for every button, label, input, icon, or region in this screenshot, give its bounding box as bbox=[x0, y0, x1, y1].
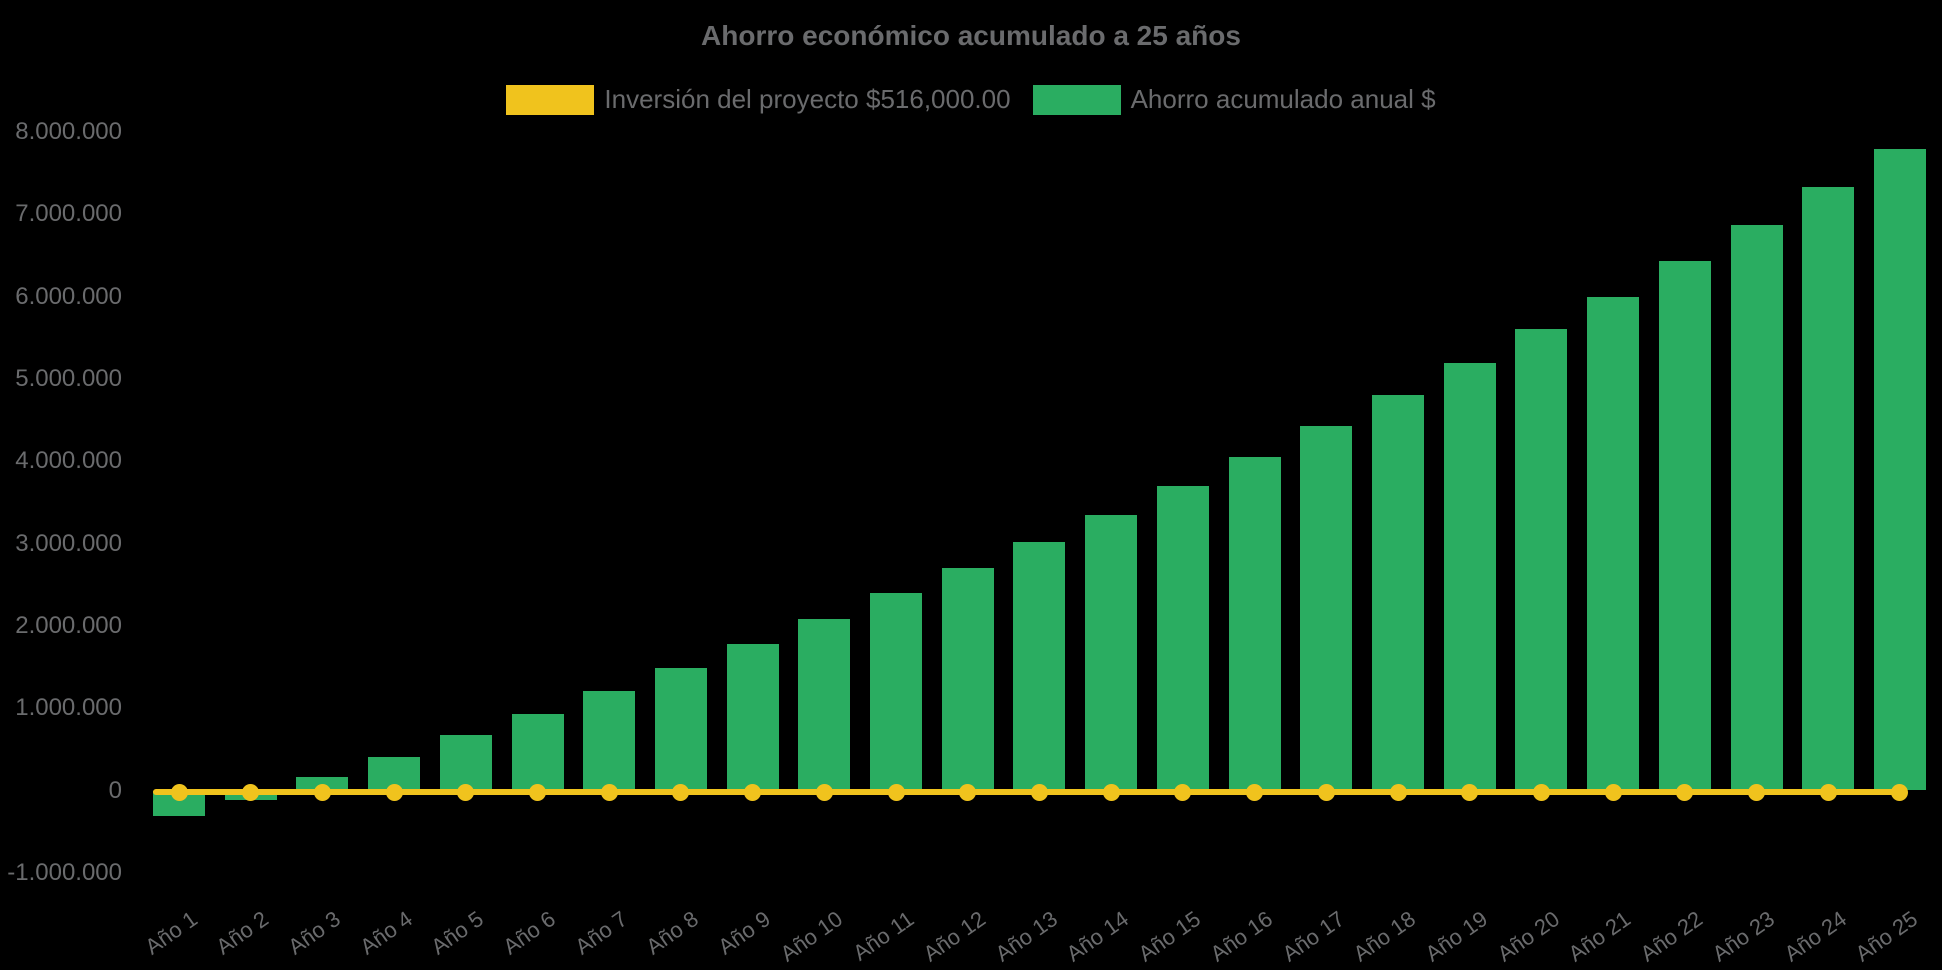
y-tick-label: 6.000.000 bbox=[15, 282, 122, 310]
x-tick-label: Año 14 bbox=[1062, 906, 1134, 967]
investment-line-marker bbox=[815, 783, 833, 801]
x-tick-label: Año 3 bbox=[283, 906, 345, 960]
y-tick-label: 5.000.000 bbox=[15, 365, 122, 392]
x-tick-label: Año 7 bbox=[570, 906, 632, 960]
x-tick-label: Año 15 bbox=[1133, 906, 1206, 967]
x-tick-label: Año 23 bbox=[1707, 906, 1779, 967]
savings-bar-año-24 bbox=[1802, 187, 1855, 791]
x-tick-label: Año 25 bbox=[1850, 906, 1923, 967]
savings-bar-año-18 bbox=[1372, 395, 1425, 791]
y-tick-label: 3.000.000 bbox=[15, 529, 122, 557]
investment-line-marker bbox=[1604, 783, 1622, 801]
investment-line-marker bbox=[529, 783, 547, 801]
y-tick-label: 8.000.000 bbox=[15, 118, 122, 146]
investment-line-marker bbox=[744, 783, 762, 801]
savings-bar-año-25 bbox=[1873, 149, 1926, 791]
legend-label-savings: Ahorro acumulado anual $ bbox=[1130, 84, 1436, 114]
savings-bar-año-9 bbox=[726, 644, 779, 791]
x-tick-label: Año 19 bbox=[1420, 906, 1493, 967]
savings-bar-año-22 bbox=[1658, 261, 1711, 791]
investment-line-marker bbox=[672, 783, 690, 801]
investment-line bbox=[153, 789, 1906, 795]
x-tick-label: Año 1 bbox=[139, 906, 202, 960]
savings-bar-año-11 bbox=[870, 592, 923, 791]
investment-line-marker bbox=[313, 783, 331, 801]
investment-line-marker bbox=[1676, 783, 1694, 801]
y-tick-label: 2.000.000 bbox=[15, 611, 122, 639]
investment-line-marker bbox=[1819, 783, 1837, 801]
x-tick-label: Año 4 bbox=[355, 906, 417, 960]
savings-bar-año-21 bbox=[1587, 296, 1640, 791]
investment-line-marker bbox=[1891, 783, 1909, 801]
x-tick-label: Año 10 bbox=[775, 906, 847, 967]
y-tick-label: -1.000.000 bbox=[7, 858, 122, 886]
investment-line-marker bbox=[1102, 783, 1120, 801]
y-tick-label: 1.000.000 bbox=[15, 694, 122, 722]
savings-bar-año-10 bbox=[798, 619, 851, 791]
x-tick-label: Año 13 bbox=[990, 906, 1062, 967]
savings-bar-año-5 bbox=[439, 734, 492, 791]
x-tick-label: Año 12 bbox=[918, 906, 991, 967]
savings-bar-año-23 bbox=[1730, 225, 1783, 791]
investment-line-marker bbox=[457, 783, 475, 801]
investment-line-marker bbox=[170, 783, 188, 801]
y-tick-label: 4.000.000 bbox=[15, 447, 122, 475]
legend-item-investment[interactable]: Inversión del proyecto $516,000.00 bbox=[506, 84, 1011, 115]
savings-bar-año-13 bbox=[1013, 541, 1066, 791]
chart-title: Ahorro económico acumulado a 25 años bbox=[701, 20, 1241, 51]
investment-line-marker bbox=[1748, 783, 1766, 801]
savings-bar-año-20 bbox=[1515, 328, 1568, 791]
investment-line-marker bbox=[1030, 783, 1048, 801]
investment-line-marker bbox=[1317, 783, 1335, 801]
x-tick-label: Año 6 bbox=[498, 906, 560, 960]
investment-line-marker bbox=[600, 783, 618, 801]
x-tick-label: Año 22 bbox=[1635, 906, 1708, 967]
x-tick-label: Año 9 bbox=[713, 906, 776, 960]
savings-color-swatch bbox=[1032, 84, 1121, 115]
x-tick-label: Año 24 bbox=[1779, 906, 1851, 967]
y-tick-label: 7.000.000 bbox=[15, 200, 122, 228]
x-tick-label: Año 16 bbox=[1205, 906, 1277, 967]
x-tick-label: Año 20 bbox=[1492, 906, 1564, 967]
savings-bar-año-7 bbox=[583, 690, 636, 791]
savings-bar-año-14 bbox=[1085, 514, 1138, 791]
investment-line-marker bbox=[959, 783, 977, 801]
investment-line-marker bbox=[1389, 783, 1407, 801]
savings-bar-año-16 bbox=[1228, 457, 1281, 791]
savings-bar-año-17 bbox=[1300, 425, 1353, 791]
x-tick-label: Año 18 bbox=[1348, 906, 1421, 967]
investment-color-swatch bbox=[506, 84, 595, 115]
savings-bar-año-15 bbox=[1156, 485, 1209, 791]
legend-item-savings[interactable]: Ahorro acumulado anual $ bbox=[1032, 84, 1436, 115]
investment-line-marker bbox=[385, 783, 403, 801]
x-tick-label: Año 8 bbox=[641, 906, 704, 960]
legend-label-investment: Inversión del proyecto $516,000.00 bbox=[604, 84, 1011, 114]
x-tick-label: Año 2 bbox=[211, 906, 274, 960]
savings-bar-año-19 bbox=[1443, 363, 1496, 791]
savings-bar-año-12 bbox=[941, 568, 994, 791]
savings-bar-año-6 bbox=[511, 713, 564, 791]
investment-line-marker bbox=[1461, 783, 1479, 801]
x-tick-label: Año 11 bbox=[848, 906, 919, 966]
investment-line-marker bbox=[1532, 783, 1550, 801]
x-tick-label: Año 5 bbox=[426, 906, 489, 960]
investment-line-marker bbox=[1174, 783, 1192, 801]
investment-line-marker bbox=[242, 783, 260, 801]
y-tick-label: 0 bbox=[108, 776, 122, 804]
x-tick-label: Año 17 bbox=[1277, 906, 1349, 967]
investment-line-marker bbox=[887, 783, 905, 801]
chart-legend: Inversión del proyecto $516,000.00 Ahorr… bbox=[0, 84, 1942, 115]
savings-bar-año-8 bbox=[654, 667, 707, 791]
x-tick-label: Año 21 bbox=[1564, 906, 1636, 967]
investment-line-marker bbox=[1246, 783, 1264, 801]
